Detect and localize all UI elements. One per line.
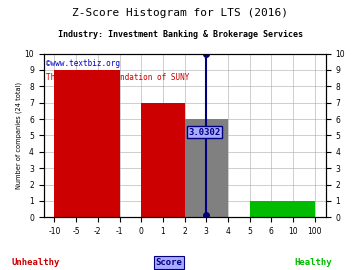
Bar [293, 201, 315, 217]
Bar [54, 70, 120, 217]
Text: Healthy: Healthy [294, 258, 332, 267]
Bar [141, 103, 185, 217]
Text: Industry: Investment Banking & Brokerage Services: Industry: Investment Banking & Brokerage… [58, 30, 302, 39]
Text: The Research Foundation of SUNY: The Research Foundation of SUNY [46, 73, 190, 82]
Y-axis label: Number of companies (24 total): Number of companies (24 total) [15, 82, 22, 189]
Text: Score: Score [156, 258, 183, 267]
Bar [250, 201, 293, 217]
Text: Unhealthy: Unhealthy [12, 258, 60, 267]
Text: 3.0302: 3.0302 [188, 128, 220, 137]
Text: ©www.textbiz.org: ©www.textbiz.org [46, 59, 121, 68]
Text: Z-Score Histogram for LTS (2016): Z-Score Histogram for LTS (2016) [72, 8, 288, 18]
Bar [185, 119, 228, 217]
